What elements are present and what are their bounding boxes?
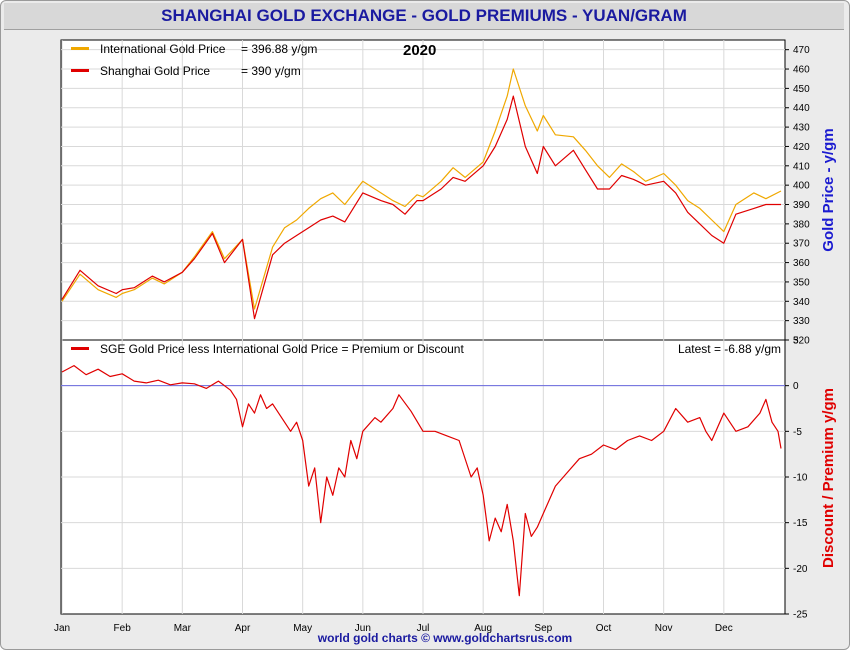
legend-label-shanghai: Shanghai Gold Price <box>100 64 210 78</box>
price-y-tick-label: 360 <box>793 258 810 269</box>
price-y-tick-label: 370 <box>793 239 810 250</box>
x-tick-label: Dec <box>715 623 733 634</box>
x-tick-label: Jan <box>54 623 70 634</box>
price-y-tick-label: 320 <box>793 336 810 347</box>
price-y-tick-label: 430 <box>793 123 810 134</box>
x-tick-label: Aug <box>474 623 492 634</box>
premium-y-tick-label: -15 <box>793 518 808 529</box>
price-y-tick-label: 380 <box>793 219 810 230</box>
x-tick-label: May <box>293 623 312 634</box>
premium-y-ticks: -25 -20 -15 -10 -5 0 5 <box>785 336 808 621</box>
premium-series <box>61 365 782 597</box>
x-tick-label: Jul <box>417 623 430 634</box>
price-y-tick-label: 400 <box>793 181 810 192</box>
shanghai-price-line <box>61 95 781 320</box>
year-label: 2020 <box>403 42 436 59</box>
price-y-tick-label: 350 <box>793 277 810 288</box>
international-price-line <box>61 68 782 310</box>
price-y-tick-label: 390 <box>793 200 810 211</box>
price-series <box>61 68 782 320</box>
price-y-tick-label: 440 <box>793 103 810 114</box>
x-tick-label: Mar <box>174 623 192 634</box>
chart-title: SHANGHAI GOLD EXCHANGE - GOLD PREMIUMS -… <box>4 3 844 30</box>
premium-y-tick-label: 5 <box>793 336 799 347</box>
price-y-tick-label: 410 <box>793 161 810 172</box>
legend-swatch-premium <box>71 347 89 350</box>
price-y-tick-label: 470 <box>793 45 810 56</box>
x-tick-label: Sep <box>534 623 552 634</box>
legend-swatch-shanghai <box>71 69 89 72</box>
price-y-tick-label: 420 <box>793 142 810 153</box>
premium-axis-title: Discount / Premium y/gm <box>820 388 837 568</box>
legend-label-international: International Gold Price <box>100 42 226 56</box>
premium-y-tick-label: -25 <box>793 610 808 621</box>
premium-y-tick-label: -10 <box>793 473 808 484</box>
premium-y-tick-label: -20 <box>793 564 808 575</box>
x-tick-label: Jun <box>355 623 371 634</box>
price-axis-title: Gold Price - y/gm <box>820 128 837 251</box>
legend-label-premium: SGE Gold Price less International Gold P… <box>100 342 464 356</box>
latest-value-label: Latest = -6.88 y/gm <box>678 342 781 356</box>
x-tick-label: Feb <box>114 623 132 634</box>
premium-line <box>61 365 782 597</box>
price-y-tick-label: 330 <box>793 316 810 327</box>
premium-y-tick-label: 0 <box>793 381 799 392</box>
x-axis-ticks: Jan Feb Mar Apr May Jun Jul Aug Sep Oct Nov Dec <box>54 623 733 634</box>
x-tick-label: Apr <box>235 623 251 634</box>
x-tick-label: Oct <box>596 623 612 634</box>
legend-value-international: = 396.88 y/gm <box>241 42 317 56</box>
legend-value-shanghai: = 390 y/gm <box>241 64 301 78</box>
footer-credit: world gold charts © www.goldchartsrus.co… <box>317 631 572 645</box>
legend-swatch-international <box>71 47 89 50</box>
price-grid <box>61 40 785 340</box>
price-y-tick-label: 450 <box>793 84 810 95</box>
price-y-ticks: 320 330 340 350 360 370 380 390 400 410 420 430 440 4… <box>785 45 810 347</box>
price-y-tick-label: 460 <box>793 65 810 76</box>
price-y-tick-label: 340 <box>793 297 810 308</box>
x-tick-label: Nov <box>655 623 673 634</box>
premium-y-tick-label: -5 <box>793 427 802 438</box>
